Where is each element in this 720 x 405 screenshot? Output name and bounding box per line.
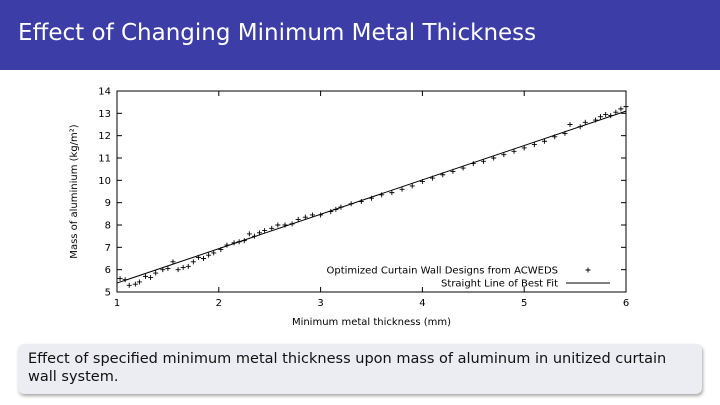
data-point xyxy=(379,192,385,198)
data-point xyxy=(126,282,132,288)
data-point xyxy=(218,247,224,253)
data-point xyxy=(257,230,263,236)
data-point xyxy=(552,134,558,140)
data-point xyxy=(185,263,191,269)
data-point xyxy=(170,259,176,265)
data-point xyxy=(195,254,201,260)
data-point xyxy=(567,122,573,127)
data-point xyxy=(160,267,166,273)
data-point xyxy=(318,212,324,218)
data-point xyxy=(211,250,217,256)
data-point xyxy=(117,276,123,282)
data-point xyxy=(582,119,588,125)
data-point xyxy=(282,222,288,228)
data-point xyxy=(231,240,237,246)
data-point xyxy=(201,256,207,261)
legend-label-scatter: Optimized Curtain Wall Designs from ACWE… xyxy=(326,266,558,277)
data-point xyxy=(470,161,476,167)
y-tick-label: 7 xyxy=(105,243,111,254)
x-tick-label: 1 xyxy=(114,298,120,309)
data-point xyxy=(269,225,275,231)
data-point xyxy=(450,168,456,174)
slide-caption: Effect of specified minimum metal thickn… xyxy=(18,344,702,394)
y-axis-label: Mass of aluminium (kg/m²) xyxy=(69,124,80,258)
plot-frame xyxy=(116,90,627,293)
data-point xyxy=(132,281,138,287)
data-point xyxy=(409,183,415,189)
data-point xyxy=(328,209,334,215)
data-point xyxy=(531,142,537,148)
data-point xyxy=(480,158,486,164)
y-tick-label: 6 xyxy=(105,265,111,276)
data-point xyxy=(613,109,619,115)
data-point xyxy=(348,201,354,207)
data-point xyxy=(511,148,517,154)
data-point xyxy=(562,130,568,136)
y-tick-label: 5 xyxy=(105,288,111,299)
data-point xyxy=(399,186,405,192)
x-axis-label: Minimum metal thickness (mm) xyxy=(292,317,451,328)
x-tick-label: 6 xyxy=(623,298,629,309)
y-tick-label: 8 xyxy=(105,221,111,232)
y-tick-label: 12 xyxy=(98,131,111,142)
chart-area: 1 2 3 4 5 6 5 6 7 8 9 10 11 12 13 14 Minimum metal thick… xyxy=(0,70,720,340)
data-point xyxy=(224,242,230,248)
data-point xyxy=(430,175,436,181)
data-point xyxy=(190,259,196,265)
data-point xyxy=(246,231,252,237)
data-point xyxy=(358,199,364,205)
legend-marker-plus xyxy=(585,267,591,273)
legend-label-fit: Straight Line of Best Fit xyxy=(441,279,558,290)
data-point xyxy=(289,221,295,227)
data-point xyxy=(180,264,186,270)
data-point xyxy=(262,228,268,234)
data-point xyxy=(389,190,395,196)
data-point xyxy=(206,252,212,258)
data-point xyxy=(501,152,507,158)
x-tick-label: 4 xyxy=(419,298,425,309)
x-tick-label: 3 xyxy=(317,298,323,309)
data-point xyxy=(440,172,446,178)
data-point xyxy=(592,117,598,123)
data-point xyxy=(333,206,339,212)
data-point xyxy=(275,222,281,228)
data-point xyxy=(598,114,604,120)
data-point xyxy=(460,165,466,171)
data-point xyxy=(251,233,257,239)
data-point xyxy=(148,274,154,280)
data-point xyxy=(369,195,374,201)
data-point xyxy=(241,238,247,244)
data-point xyxy=(618,106,624,112)
data-point xyxy=(338,204,344,210)
data-point xyxy=(608,113,614,119)
x-tick-label: 5 xyxy=(521,298,527,309)
y-tick-label: 14 xyxy=(98,87,111,98)
data-point xyxy=(309,212,315,218)
data-point xyxy=(236,239,242,245)
y-tick-label: 11 xyxy=(98,154,111,165)
data-point xyxy=(603,111,609,117)
data-point xyxy=(175,267,181,273)
data-point xyxy=(419,178,425,184)
data-point xyxy=(153,270,159,276)
x-tick-label: 2 xyxy=(216,298,222,309)
data-point xyxy=(165,266,171,272)
data-point xyxy=(295,216,301,222)
data-point xyxy=(542,138,548,144)
data-point xyxy=(521,145,527,151)
y-tick-label: 10 xyxy=(98,176,111,187)
data-point xyxy=(143,273,149,279)
data-point xyxy=(302,214,308,220)
data-point xyxy=(122,277,128,283)
y-tick-label: 13 xyxy=(98,109,111,120)
slide-title: Effect of Changing Minimum Metal Thickne… xyxy=(0,0,720,70)
y-tick-label: 9 xyxy=(105,198,111,209)
data-point xyxy=(577,124,583,130)
data-point xyxy=(136,279,142,285)
data-point xyxy=(491,155,497,161)
